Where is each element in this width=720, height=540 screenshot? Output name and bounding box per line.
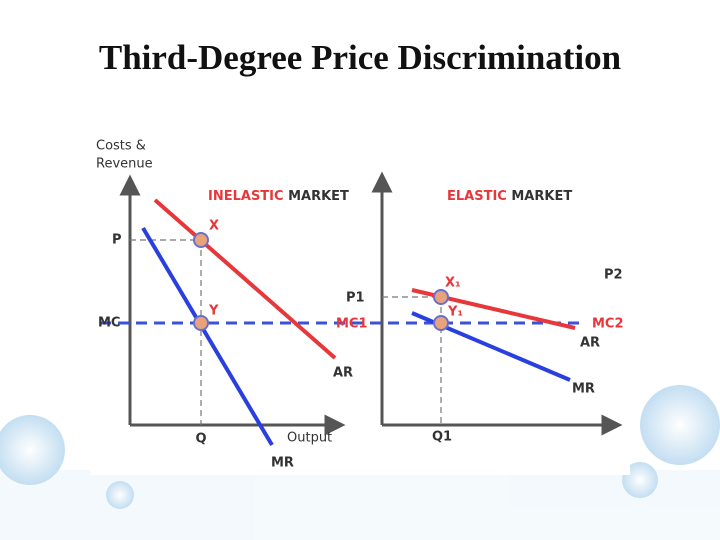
- background-decoration: [0, 385, 720, 540]
- labels: Costs & Revenue INELASTIC MARKET P MC Q …: [96, 139, 624, 471]
- ar-curve: [153, 198, 337, 360]
- axis-label: Costs &: [96, 139, 146, 154]
- price-label: P1: [346, 291, 365, 306]
- diagram-panel: [90, 132, 630, 475]
- price-label: P: [112, 233, 122, 248]
- curve-label: AR: [580, 336, 600, 351]
- diagram: [100, 171, 623, 447]
- quantity-label: Q1: [432, 430, 452, 445]
- mr-curve: [141, 226, 274, 447]
- curve-label: MR: [572, 382, 595, 397]
- point-label: X: [209, 219, 219, 234]
- quantity-label: Q: [195, 432, 206, 447]
- axis-label: Revenue: [96, 157, 153, 172]
- panel-heading: INELASTIC MARKET: [208, 189, 349, 204]
- curve-label: AR: [333, 366, 353, 381]
- curve-label: MR: [271, 456, 294, 471]
- points: [193, 232, 449, 331]
- mc-line-label: MC1: [336, 317, 368, 332]
- point-label: X₁: [445, 276, 461, 291]
- point-label: Y: [208, 304, 219, 319]
- mc-line-label: MC2: [592, 317, 624, 332]
- mc-label: MC: [98, 316, 120, 331]
- point-label: Y₁: [447, 305, 463, 320]
- slide-title: Third-Degree Price Discrimination: [99, 38, 621, 77]
- panel-heading: ELASTIC MARKET: [447, 189, 572, 204]
- axis-label: Output: [287, 431, 332, 446]
- price-label: P2: [604, 268, 623, 283]
